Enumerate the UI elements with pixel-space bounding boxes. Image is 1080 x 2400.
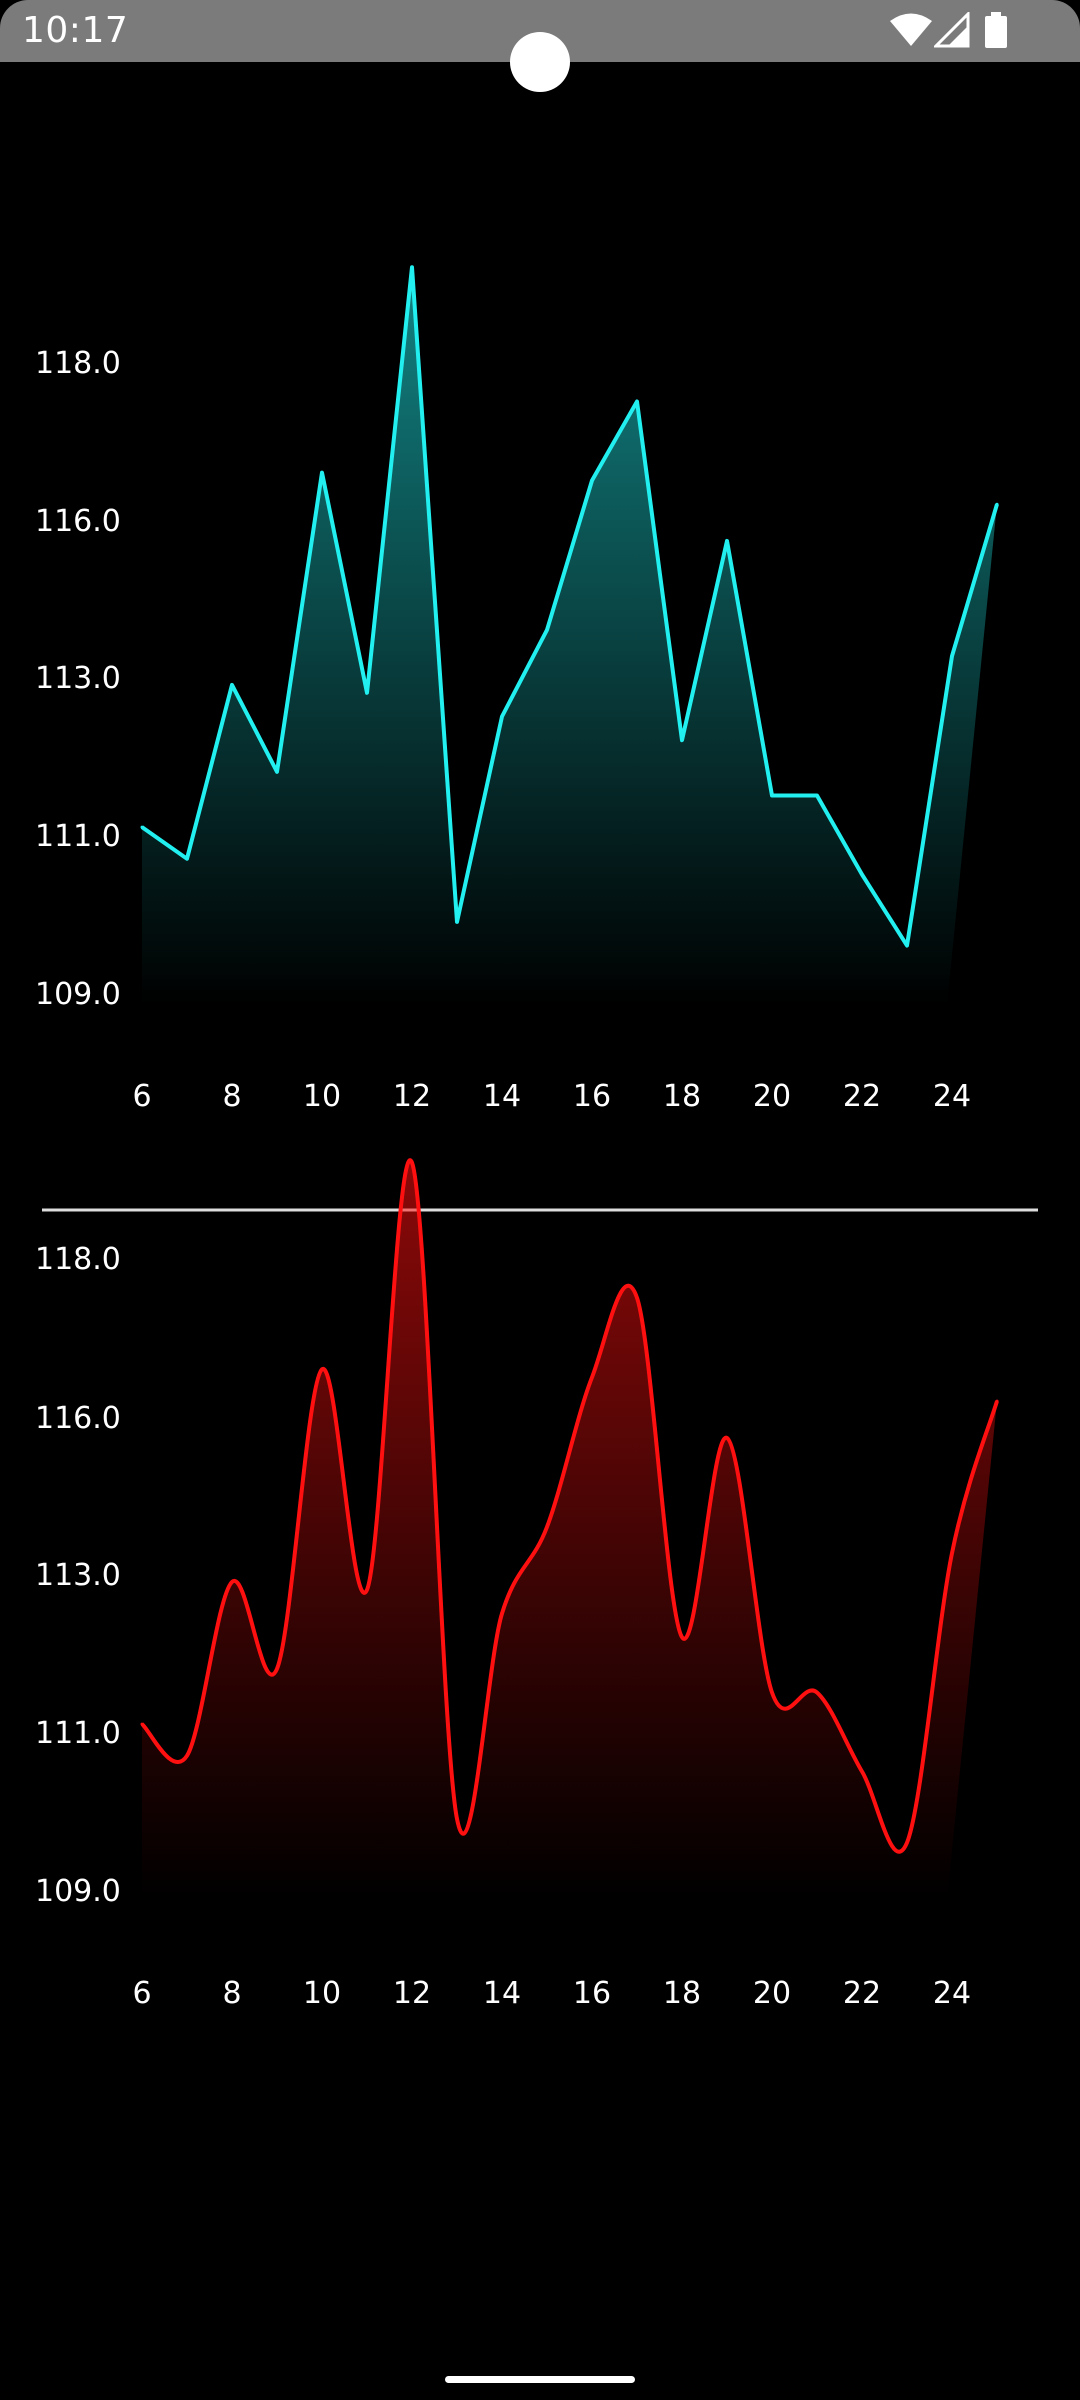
x-tick-label: 6 [132, 1079, 151, 1114]
x-tick-label: 6 [132, 1976, 151, 2011]
data-point [140, 825, 144, 829]
data-point [455, 1817, 459, 1821]
data-point [860, 873, 864, 876]
data-point [545, 628, 549, 632]
data-point [725, 539, 729, 543]
x-tick-label: 24 [933, 1976, 971, 2011]
data-point [950, 1551, 954, 1555]
x-tick-label: 14 [483, 1079, 521, 1114]
data-point [185, 857, 189, 861]
data-point [500, 715, 504, 718]
y-tick-label: 109.0 [35, 977, 121, 1012]
data-point [275, 1667, 279, 1671]
data-point [140, 1722, 144, 1726]
line-chart: 118.0 116.0 113.0 111.0 109.0 6 8 10 12 14 16 18 20 2… [35, 265, 999, 1114]
series-area-fill [142, 1160, 997, 1900]
x-tick-label: 12 [393, 1079, 431, 1114]
data-point [680, 738, 684, 742]
data-point [590, 479, 594, 482]
data-point [680, 1635, 684, 1639]
data-point [635, 1296, 639, 1300]
y-tick-label: 118.0 [35, 1242, 121, 1277]
y-tick-label: 113.0 [35, 1558, 121, 1593]
cubic-line-chart: 118.0 116.0 113.0 111.0 109.0 6 8 10 12 14 16 18 20 2… [35, 1158, 999, 2011]
x-tick-label: 10 [303, 1079, 341, 1114]
status-clock: 10:17 [22, 10, 129, 51]
cellular-signal-icon [934, 12, 970, 48]
data-point [320, 1367, 324, 1371]
y-tick-label: 116.0 [35, 504, 121, 539]
x-tick-label: 8 [222, 1079, 241, 1114]
data-point [230, 1580, 234, 1584]
data-point [995, 1399, 999, 1403]
x-tick-label: 20 [753, 1976, 791, 2011]
series-line [140, 265, 999, 948]
x-tick-label: 24 [933, 1079, 971, 1114]
x-tick-label: 18 [663, 1079, 701, 1114]
data-point [770, 794, 774, 797]
x-tick-label: 8 [222, 1976, 241, 2011]
series-line [140, 1158, 999, 1854]
y-tick-label: 116.0 [35, 1401, 121, 1436]
data-point [815, 794, 819, 797]
data-point [320, 471, 324, 475]
data-point [950, 654, 954, 658]
x-tick-label: 18 [663, 1976, 701, 2011]
y-tick-label: 111.0 [35, 819, 121, 854]
y-tick-label: 118.0 [35, 346, 121, 381]
data-point [230, 683, 234, 687]
data-point [905, 944, 909, 948]
x-tick-label: 14 [483, 1976, 521, 2011]
x-tick-label: 16 [573, 1079, 611, 1114]
data-point [725, 1436, 729, 1440]
x-tick-label: 12 [393, 1976, 431, 2011]
x-tick-label: 16 [573, 1976, 611, 2011]
data-point [635, 400, 639, 403]
y-tick-label: 109.0 [35, 1874, 121, 1909]
y-tick-label: 113.0 [35, 661, 121, 696]
data-point [770, 1691, 774, 1694]
x-tick-label: 20 [753, 1079, 791, 1114]
data-point [590, 1375, 594, 1379]
data-point [365, 1588, 369, 1592]
series-area-fill [142, 267, 997, 1005]
data-point [410, 1161, 414, 1165]
data-point [905, 1841, 909, 1845]
data-point [860, 1770, 864, 1773]
data-point [275, 770, 279, 774]
y-tick-label: 111.0 [35, 1716, 121, 1751]
battery-icon [985, 12, 1007, 48]
data-point [995, 502, 999, 506]
data-point [455, 920, 459, 924]
wifi-icon [890, 13, 932, 46]
data-point [545, 1525, 549, 1529]
data-point [365, 691, 369, 695]
data-point [815, 1691, 819, 1694]
x-tick-label: 22 [843, 1079, 881, 1114]
data-point [500, 1612, 504, 1615]
data-point [410, 265, 414, 269]
home-indicator[interactable] [445, 2376, 635, 2383]
x-tick-label: 22 [843, 1976, 881, 2011]
x-tick-label: 10 [303, 1976, 341, 2011]
data-point [185, 1754, 189, 1758]
camera-cutout [510, 32, 570, 92]
